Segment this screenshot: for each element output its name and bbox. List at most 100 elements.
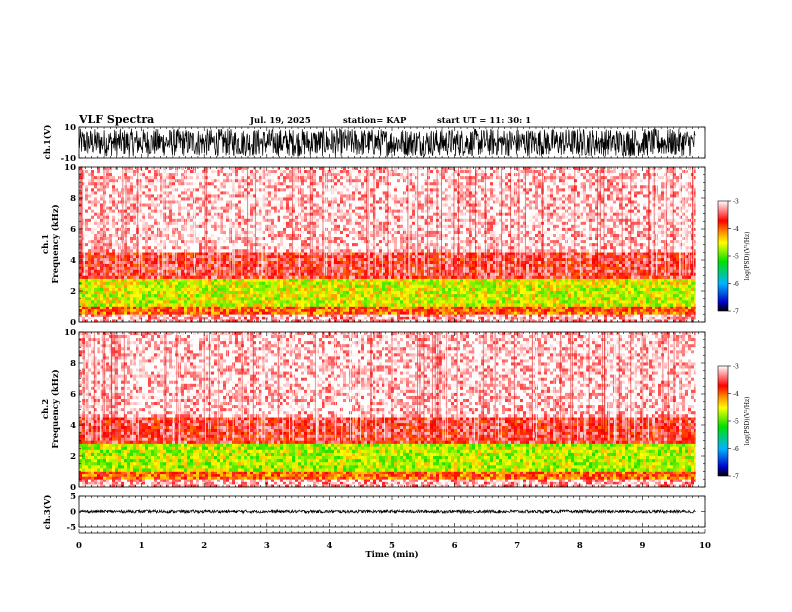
ch1-spectrogram-cell [280,314,283,317]
ch1-spectrogram-cell [136,307,139,310]
ch1-spectrogram-band [79,279,697,307]
ch1-spectrogram-cell [190,303,193,306]
ch1-spectrogram-cell [526,309,529,312]
ch1-spectrogram-cell [286,279,289,282]
ch1-spectrogram-cell [256,291,259,294]
ch1-spectrogram-cell [229,294,232,297]
ch1-spectrogram-cell [160,288,163,291]
ch1-spectrogram-cell [481,309,484,312]
ch1-spectrogram-cell [157,285,160,288]
ch1-spectrogram-cell [301,312,304,315]
ch1-spectrogram-cell [250,291,253,294]
ch1-spectrogram-cell [679,309,682,312]
ch1-spectrogram-cell [259,294,262,297]
ch1-spectrogram-cell [439,309,442,312]
ch1-spectrogram-cell [166,285,169,288]
ch1-spectrogram-cell [286,317,289,320]
ch1-spectrogram-cell [454,307,457,310]
ch1-spectrogram-cell [100,307,103,310]
ch1-spectrogram-cell [172,303,175,306]
ch1-spectrogram-cell [214,300,217,303]
ch1-spectrogram-cell [475,307,478,310]
ch1-spectrogram-cell [154,291,157,294]
ch1-spectrogram-cell [184,285,187,288]
ch1-spectrogram-cell [289,294,292,297]
ch1-spectrogram-cell [565,312,568,315]
ch1-spectrogram-cell [355,309,358,312]
ch1-spectrogram-cell [124,314,127,317]
ch1-spectrogram-cell [517,309,520,312]
ch1-spectrogram-cell [109,279,112,282]
ch1-spectrogram-cell [154,307,157,310]
ch1-spectrogram-cell [136,285,139,288]
ch1-spectrogram-cell [583,309,586,312]
ch1-spectrogram-cell [118,314,121,317]
ch1-spectrogram-cell [649,314,652,317]
ch1-spectrogram-cell [223,282,226,285]
ch1-spectrogram-cell [451,314,454,317]
ch1-spectrogram-cell [256,309,259,312]
ch1-spectrogram-cell [106,297,109,300]
ch1-spectrogram-cell [400,317,403,320]
ch1-spectrogram-cell [157,307,160,310]
ch1-spectrogram-cell [184,317,187,320]
ch1-spectrogram-cell [394,312,397,315]
ch1-spectrogram-cell [382,309,385,312]
ch1-spectrogram-cell [637,312,640,315]
ch1-spectrogram-cell [196,297,199,300]
ch1-spectrogram-cell [325,307,328,310]
ch1-spectrogram-cell [646,312,649,315]
ch1-spectrogram-cell [253,314,256,317]
ch1-spectrogram-cell [433,312,436,315]
ch1-spectrogram-cell [271,294,274,297]
ch1-spectrogram-cell [121,279,124,282]
ch1-spectrogram-cell [280,307,283,310]
ch1-spectrogram-cell [679,314,682,317]
ch1-spectrogram-cell [223,279,226,282]
ch1-spectrogram-cell [226,307,229,310]
ch1-spectrogram-cell [121,297,124,300]
ch1-spectrogram-cell [202,314,205,317]
ch1-spectrogram-cell [409,314,412,317]
ch1-spectrogram-cell [316,309,319,312]
ch1-spectrogram-cell [136,317,139,320]
ch1-spectrogram-cell [670,317,673,320]
ch1-spectrogram-cell [280,291,283,294]
ch1-spectrogram-cell [202,312,205,315]
ch1-spectrogram-cell [553,312,556,315]
ch1-spectrogram-cell [178,282,181,285]
ch1-spectrogram-cell [202,317,205,320]
ch1-spectrogram-cell [145,309,148,312]
ch1-spectrogram-cell [88,279,91,282]
ch1-spectrogram-cell [220,285,223,288]
ch1-spectrogram-cell [154,297,157,300]
ch1-spectrogram-cell [244,303,247,306]
ch1-spectrogram-cell [346,312,349,315]
ch1-spectrogram-cell [133,294,136,297]
ch1-spectrogram-cell [625,307,628,310]
ch1-spectrogram-cell [403,317,406,320]
ch1-spectrogram-cell [439,307,442,310]
date-label: Jul. 19, 2025 [249,116,311,126]
ch1-spectrogram-cell [187,297,190,300]
ch1-spectrogram-cell [307,317,310,320]
ch1-spectrogram-cell [283,282,286,285]
ch1-spectrogram-cell [127,314,130,317]
ch1-spectrogram-cell [283,314,286,317]
ch1-spectrogram-cell [370,317,373,320]
ch1-spectrogram-cell [250,307,253,310]
ch1-spectrogram-cell [511,312,514,315]
ch1-spectrogram-cell [79,309,82,312]
ch1-spectrogram-cell [670,309,673,312]
ch1-spectrogram-cell [676,314,679,317]
ch1-spectrogram-cell [412,309,415,312]
ch1-spectrogram-cell [136,309,139,312]
ch1-spectrogram-cell [241,288,244,291]
ch1-spectrogram-cell [529,309,532,312]
ch1-spectrogram-cell [643,309,646,312]
ch1-spectrogram-cell [649,309,652,312]
ch1-spectrogram-cell [403,307,406,310]
ch1-spectrogram-cell [514,317,517,320]
ch1-spectrogram-cell [232,312,235,315]
ch1-spectrogram-cell [598,309,601,312]
